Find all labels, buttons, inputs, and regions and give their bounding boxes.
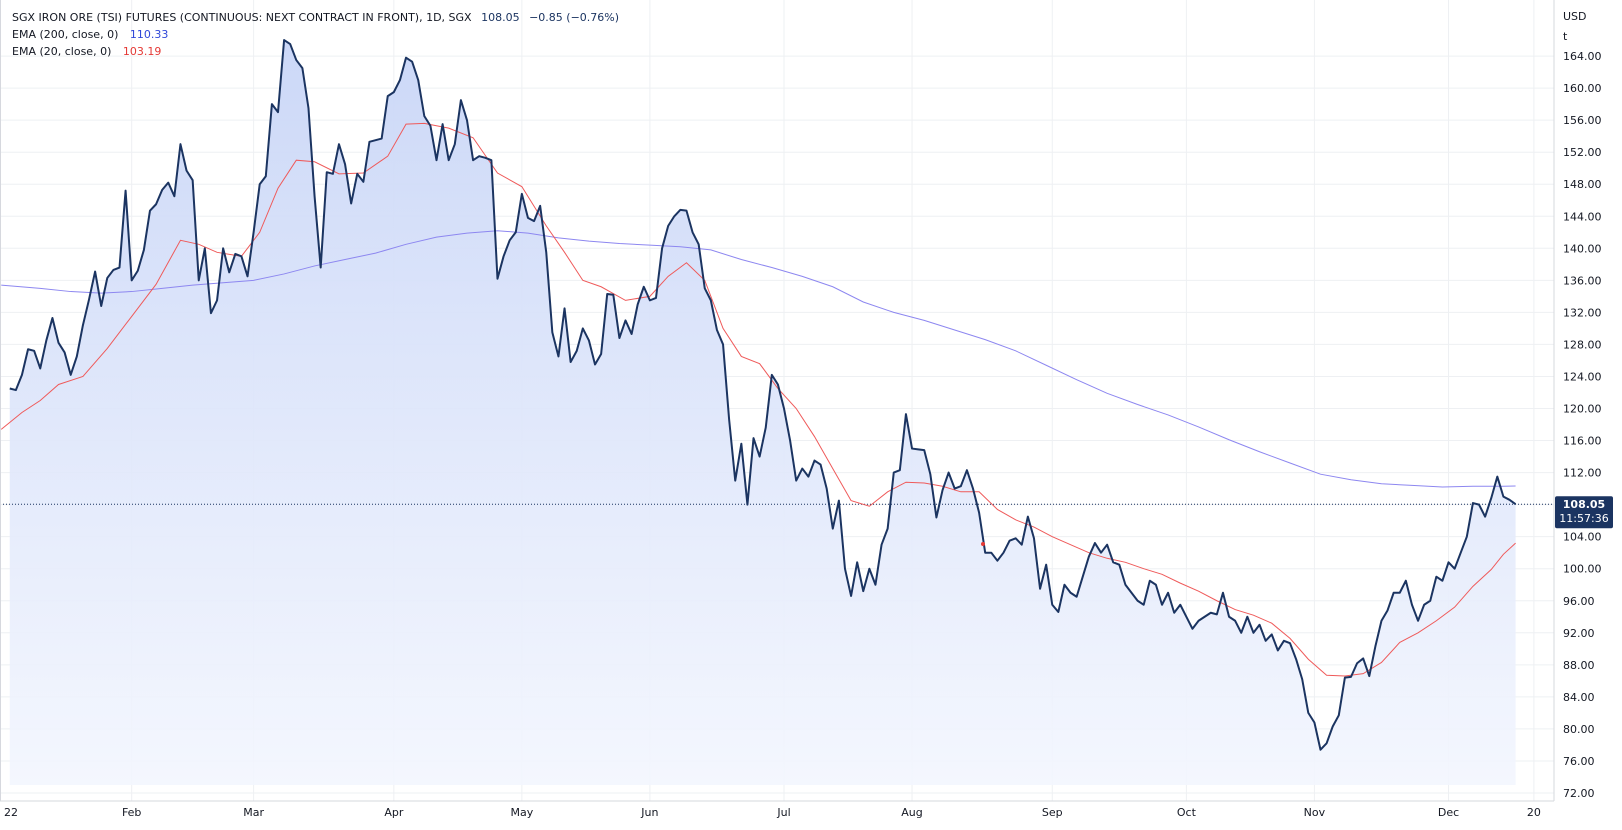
bar-countdown: 11:57:36 [1559, 512, 1608, 525]
y-tick-label: 140.00 [1563, 242, 1602, 255]
x-tick-label: Aug [901, 806, 922, 819]
y-tick-label: 96.00 [1563, 595, 1595, 608]
x-tick-label: 20 [1527, 806, 1541, 819]
x-tick-label: Jul [776, 806, 790, 819]
legend-ema200-value: 110.33 [130, 28, 169, 41]
y-tick-label: 80.00 [1563, 723, 1595, 736]
y-tick-label: 76.00 [1563, 755, 1595, 768]
y-tick-label: 88.00 [1563, 659, 1595, 672]
y-tick-label: 116.00 [1563, 435, 1602, 448]
last-price-badge-value: 108.05 [1563, 498, 1605, 511]
x-tick-label: Mar [243, 806, 264, 819]
x-tick-label: Feb [122, 806, 141, 819]
y-tick-label: 84.00 [1563, 691, 1595, 704]
event-marker-dot [981, 542, 985, 546]
legend-ema200-row[interactable]: EMA (200, close, 0) 110.33 [12, 28, 168, 41]
last-price-badge-bg [1555, 496, 1613, 529]
y-tick-label: 92.00 [1563, 627, 1595, 640]
y-tick-label: 136.00 [1563, 274, 1602, 287]
y-tick-label: 104.00 [1563, 531, 1602, 544]
y-tick-label: 132.00 [1563, 306, 1602, 319]
legend-last-value: 108.05 [481, 11, 520, 24]
price-line [9, 39, 1517, 751]
legend-ema20-value: 103.19 [123, 45, 162, 58]
y-tick-label: 128.00 [1563, 338, 1602, 351]
legend-ema20-row[interactable]: EMA (20, close, 0) 103.19 [12, 45, 161, 58]
legend[interactable]: SGX IRON ORE (TSI) FUTURES (CONTINUOUS: … [12, 11, 619, 58]
legend-symbol-row[interactable]: SGX IRON ORE (TSI) FUTURES (CONTINUOUS: … [12, 11, 619, 24]
price-axis-currency[interactable]: USD [1563, 10, 1587, 23]
y-tick-label: 164.00 [1563, 50, 1602, 63]
price-area-fill [9, 40, 1516, 785]
y-tick-label: 148.00 [1563, 178, 1602, 191]
y-tick-label: 100.00 [1563, 563, 1602, 576]
y-tick-label: 124.00 [1563, 370, 1602, 383]
legend-ema20-label[interactable]: EMA (20, close, 0) [12, 45, 111, 58]
x-tick-label: Oct [1177, 806, 1197, 819]
legend-ema200-label[interactable]: EMA (200, close, 0) [12, 28, 118, 41]
x-tick-label: May [510, 806, 533, 819]
price-axis-unit: t [1563, 30, 1568, 43]
y-tick-label: 112.00 [1563, 467, 1602, 480]
legend-symbol-label[interactable]: SGX IRON ORE (TSI) FUTURES (CONTINUOUS: … [12, 11, 472, 24]
price-axis[interactable]: 72.00 76.00 80.00 84.00 88.00 92.00 96.00 100.0… [1563, 50, 1602, 800]
time-axis[interactable]: 22 Feb Mar Apr May Jun Jul Aug Sep Oct Nov Dec 20 [4, 806, 1541, 819]
x-tick-label: Jun [640, 806, 658, 819]
ema20-line [0, 122, 1516, 677]
legend-change: −0.85 (−0.76%) [529, 11, 619, 24]
x-tick-label: Apr [384, 806, 404, 819]
ema200-line [1, 230, 1516, 488]
x-tick-label: Dec [1438, 806, 1459, 819]
y-tick-label: 120.00 [1563, 403, 1602, 416]
last-price-badge: 108.05 11:57:36 [1555, 496, 1613, 529]
x-tick-label: Sep [1042, 806, 1063, 819]
y-tick-label: 160.00 [1563, 82, 1602, 95]
y-tick-label: 156.00 [1563, 114, 1602, 127]
x-tick-label: Nov [1304, 806, 1326, 819]
x-tick-label: 22 [4, 806, 18, 819]
y-tick-label: 152.00 [1563, 146, 1602, 159]
y-tick-label: 72.00 [1563, 787, 1595, 800]
y-tick-label: 144.00 [1563, 210, 1602, 223]
